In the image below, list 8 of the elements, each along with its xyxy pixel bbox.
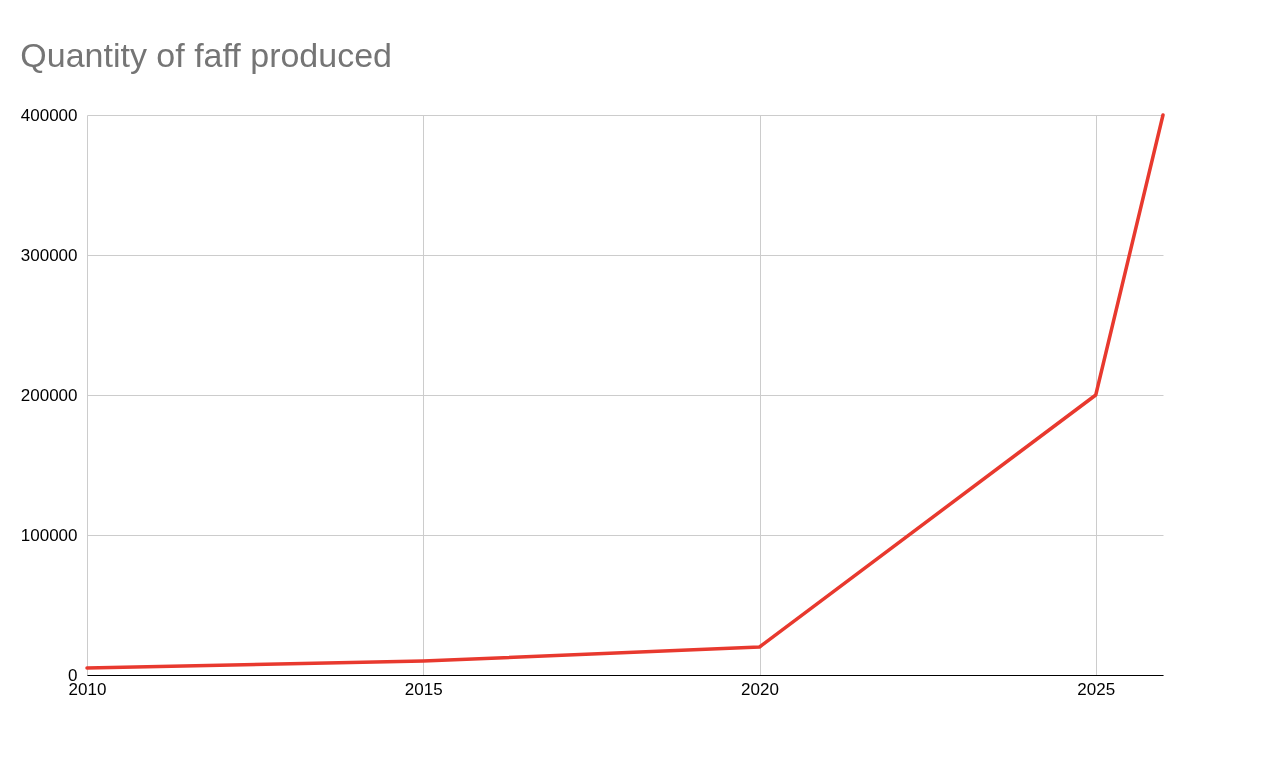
y-tick-label: 400000 xyxy=(20,105,78,125)
y-tick-label: 100000 xyxy=(20,525,78,545)
chart-title: Quantity of faff produced xyxy=(20,36,393,74)
x-tick-label: 2025 xyxy=(1077,679,1116,699)
y-tick-label: 300000 xyxy=(20,245,78,265)
y-tick-label: 200000 xyxy=(20,385,78,405)
x-tick-label: 2015 xyxy=(404,679,443,699)
x-tick-label: 2020 xyxy=(741,679,779,699)
